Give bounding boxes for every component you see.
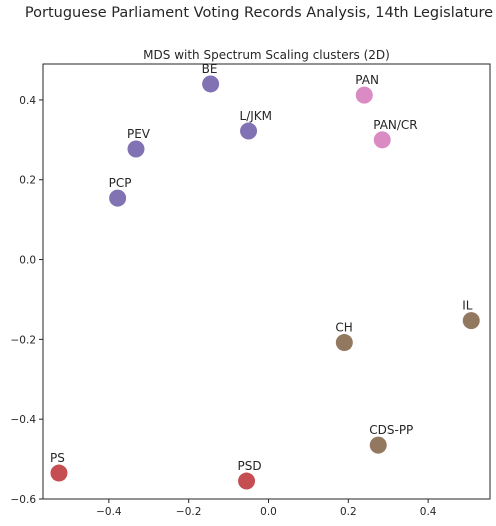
data-point — [50, 464, 68, 482]
data-point — [240, 122, 258, 140]
point-label: CDS-PP — [369, 423, 413, 437]
plot-frame — [42, 63, 491, 500]
x-tick-label: −0.2 — [176, 506, 202, 518]
point-label: BE — [202, 62, 218, 76]
point-label: PCP — [109, 176, 132, 190]
y-tick-label: 0.0 — [19, 255, 36, 267]
x-tick-label: 0.2 — [340, 506, 357, 518]
data-point — [109, 189, 127, 207]
data-point — [373, 131, 391, 149]
y-tick-label: 0.4 — [19, 95, 36, 107]
data-point — [462, 312, 480, 330]
point-label: PEV — [127, 127, 151, 141]
point-label: PSD — [238, 459, 262, 473]
data-point — [369, 436, 387, 454]
data-points: BE L/JKM PEV PCP PAN PAN/CR IL CH CDS-PP PS PSD — [50, 62, 480, 490]
y-tick-label: −0.6 — [11, 494, 37, 506]
data-point — [335, 334, 353, 352]
data-point — [202, 75, 220, 93]
data-point — [127, 140, 145, 158]
chart-title: MDS with Spectrum Scaling clusters (2D) — [143, 48, 390, 62]
point-label: PAN/CR — [373, 118, 417, 132]
point-label: CH — [335, 321, 352, 335]
point-label: L/JKM — [240, 109, 272, 123]
point-label: PS — [50, 451, 65, 465]
point-label: IL — [462, 299, 473, 313]
x-tick-label: −0.4 — [96, 506, 122, 518]
point-label: PAN — [355, 73, 379, 87]
y-tick-label: −0.2 — [11, 334, 37, 346]
y-tick-label: −0.4 — [11, 414, 37, 426]
axis-ticks: −0.4 −0.2 0.0 0.2 0.4 −0.6 −0.4 −0.2 0.0 0.2 0.4 — [11, 95, 437, 518]
data-point — [355, 86, 373, 104]
figure-suptitle: Portuguese Parliament Voting Records Ana… — [24, 5, 494, 21]
x-tick-label: 0.4 — [420, 506, 437, 518]
x-tick-label: 0.0 — [260, 506, 277, 518]
y-tick-label: 0.2 — [19, 175, 36, 187]
data-point — [238, 472, 256, 490]
